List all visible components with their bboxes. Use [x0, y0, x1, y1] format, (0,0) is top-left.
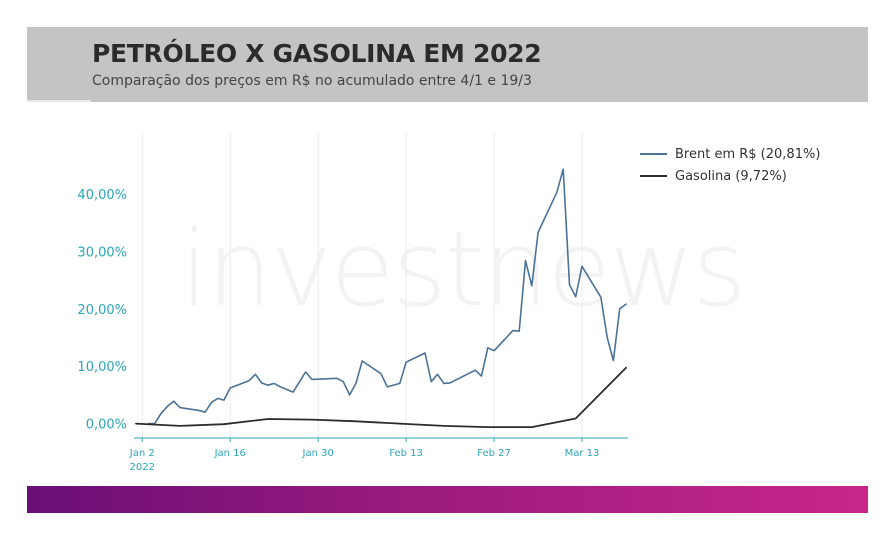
series-lines: [135, 168, 627, 428]
y-tick-label-2: 20,00%: [77, 303, 127, 318]
y-tick-label-4: 40,00%: [77, 188, 127, 203]
y-tick-label-3: 30,00%: [77, 245, 127, 260]
legend-label-gasolina: Gasolina (9,72%): [675, 168, 787, 184]
chart-header: PETRÓLEO X GASOLINA EM 2022 Comparação d…: [27, 27, 868, 102]
chart-title: PETRÓLEO X GASOLINA EM 2022: [92, 39, 542, 68]
legend-item-brent: Brent em R$ (20,81%): [640, 143, 820, 165]
y-tick-label-0: 0,00%: [86, 418, 127, 433]
x-tick-label-4: Feb 27: [477, 448, 511, 459]
series-line-brent: [147, 168, 627, 425]
x-tick-label-5: Mar 13: [565, 448, 600, 459]
legend-item-gasolina: Gasolina (9,72%): [640, 165, 820, 187]
x-tick-label-0: Jan 2: [129, 448, 155, 459]
x-tick-sublabel-0: 2022: [130, 462, 155, 473]
chart-legend: Brent em R$ (20,81%) Gasolina (9,72%): [640, 143, 820, 187]
footer-gradient-bar: [27, 486, 868, 513]
legend-swatch-gasolina: [640, 175, 667, 177]
axes: Jan 2 2022 Jan 16 Jan 30 Feb 13 Feb 27 Mar 13 0…: [77, 188, 628, 473]
header-accent-line: [27, 100, 91, 102]
grid-lines: [141, 133, 583, 438]
y-tick-label-1: 10,00%: [77, 360, 127, 375]
chart-subtitle: Comparação dos preços em R$ no acumulado…: [92, 73, 532, 89]
x-tick-label-1: Jan 16: [214, 448, 246, 459]
legend-swatch-brent: [640, 153, 667, 155]
legend-label-brent: Brent em R$ (20,81%): [675, 146, 821, 162]
series-line-gasolina: [135, 366, 627, 428]
x-tick-label-2: Jan 30: [302, 448, 334, 459]
x-tick-label-3: Feb 13: [389, 448, 423, 459]
